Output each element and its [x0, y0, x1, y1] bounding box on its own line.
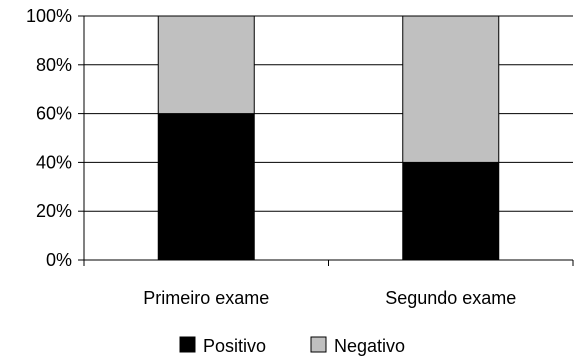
bars [157, 15, 500, 261]
y-tick-label: 100% [26, 6, 72, 26]
y-tick-label: 60% [36, 104, 72, 124]
legend-label: Negativo [334, 336, 405, 356]
x-category-labels: Primeiro exame Segundo exame [143, 288, 516, 308]
legend: Positivo Negativo [179, 336, 405, 356]
y-tick-labels: 0% 20% 40% 60% 80% 100% [26, 6, 72, 270]
gridlines [84, 15, 573, 212]
x-category-label: Primeiro exame [143, 288, 269, 308]
y-tick-label: 0% [46, 250, 72, 270]
bar-segment-negativo [157, 15, 255, 115]
legend-label: Positivo [203, 336, 266, 356]
bar-segment-positivo [157, 113, 255, 261]
bar-segment-negativo [402, 15, 500, 163]
legend-swatch-positivo [179, 336, 196, 353]
y-tick-label: 40% [36, 152, 72, 172]
legend-swatch-negativo [310, 336, 327, 353]
axes [78, 15, 574, 266]
y-tick-label: 20% [36, 201, 72, 221]
x-category-label: Segundo exame [385, 288, 516, 308]
bar-segment-positivo [402, 161, 500, 261]
y-tick-label: 80% [36, 55, 72, 75]
